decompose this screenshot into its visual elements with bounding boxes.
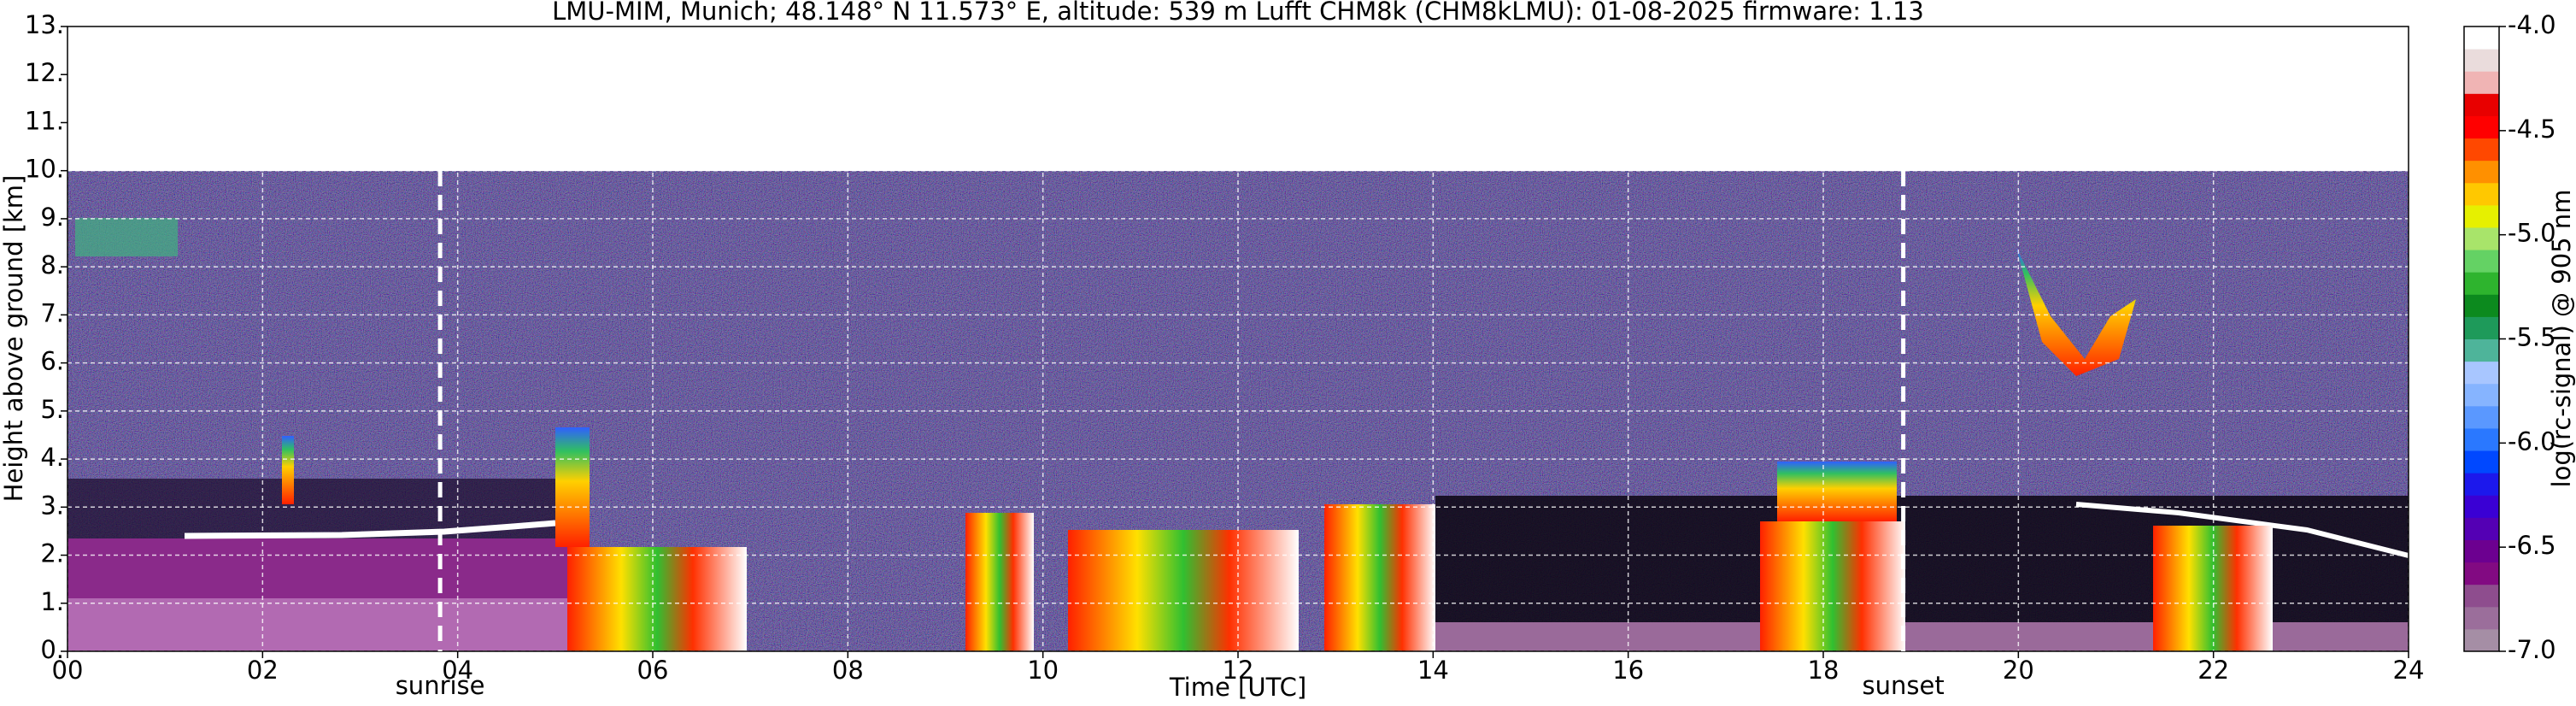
y-tick-label: 0. bbox=[40, 635, 64, 664]
colorbar-swatch bbox=[2464, 383, 2499, 407]
colorbar-swatch bbox=[2464, 450, 2499, 474]
colorbar-swatch bbox=[2464, 160, 2499, 184]
colorbar-swatch bbox=[2464, 338, 2499, 362]
y-tick-label: 12. bbox=[25, 58, 64, 87]
boundary-layer bbox=[67, 598, 580, 651]
colorbar-tick-label: -4.0 bbox=[2508, 10, 2556, 39]
cloud bbox=[555, 427, 590, 547]
colorbar-swatch bbox=[2464, 138, 2499, 162]
colorbar-swatch bbox=[2464, 405, 2499, 429]
colorbar-tick-label: -7.0 bbox=[2508, 635, 2556, 664]
y-tick-label: 7. bbox=[40, 298, 64, 327]
colorbar-tick-label: -4.5 bbox=[2508, 115, 2556, 144]
colorbar-tick-label: -6.5 bbox=[2508, 531, 2556, 560]
cloud-layer bbox=[2075, 502, 2409, 558]
colorbar-tick-label: -6.0 bbox=[2508, 427, 2556, 456]
colorbar-swatch bbox=[2464, 584, 2499, 608]
x-tick-label: 14 bbox=[1417, 656, 1449, 685]
colorbar-swatch bbox=[2464, 26, 2499, 50]
colorbar-swatch bbox=[2464, 204, 2499, 228]
colorbar-swatch bbox=[2464, 272, 2499, 295]
y-axis-label: Height above ground [km] bbox=[0, 175, 28, 503]
chart-title: LMU-MIM, Munich; 48.148° N 11.573° E, al… bbox=[552, 0, 1924, 26]
y-tick-label: 6. bbox=[40, 347, 64, 376]
x-tick-label: 16 bbox=[1612, 656, 1644, 685]
cloud bbox=[1760, 521, 1905, 651]
colorbar-swatch bbox=[2464, 294, 2499, 317]
x-axis-label: Time [UTC] bbox=[1169, 673, 1306, 702]
x-tick-label: 24 bbox=[2393, 656, 2425, 685]
colorbar-swatch bbox=[2464, 71, 2499, 94]
colorbar-swatch bbox=[2464, 427, 2499, 451]
colorbar-swatch bbox=[2464, 227, 2499, 250]
y-tick-label: 1. bbox=[40, 587, 64, 616]
cloud bbox=[2016, 248, 2136, 376]
cloud bbox=[75, 218, 178, 256]
colorbar-tick-label: -5.0 bbox=[2508, 219, 2556, 248]
colorbar-swatch bbox=[2464, 316, 2499, 339]
y-tick-label: 11. bbox=[25, 106, 64, 135]
colorbar-swatch bbox=[2464, 93, 2499, 116]
y-tick-label: 8. bbox=[40, 250, 64, 279]
colorbar-swatch bbox=[2464, 49, 2499, 72]
colorbar-label: log(rc-signal) @ 905 nm bbox=[2547, 190, 2576, 488]
x-tick-label: 22 bbox=[2198, 656, 2229, 685]
colorbar-swatch bbox=[2464, 517, 2499, 540]
colorbar-swatch bbox=[2464, 182, 2499, 206]
cloud bbox=[1324, 504, 1435, 651]
colorbar-swatch bbox=[2464, 539, 2499, 563]
colorbar-swatch bbox=[2464, 115, 2499, 139]
cloud-layer bbox=[184, 520, 556, 539]
colorbar-swatch bbox=[2464, 250, 2499, 273]
cloud bbox=[965, 513, 1034, 651]
y-tick-label: 9. bbox=[40, 203, 64, 232]
x-tick-label: 18 bbox=[1808, 656, 1840, 685]
y-tick-label: 2. bbox=[40, 539, 64, 568]
x-tick-label: 20 bbox=[2003, 656, 2034, 685]
colorbar-swatch bbox=[2464, 628, 2499, 652]
cloud bbox=[567, 547, 747, 651]
y-tick-label: 10. bbox=[25, 155, 64, 184]
x-tick-label: 06 bbox=[637, 656, 669, 685]
colorbar-tick-label: -5.5 bbox=[2508, 323, 2556, 352]
y-tick-label: 13. bbox=[25, 10, 64, 39]
x-tick-label: 10 bbox=[1027, 656, 1059, 685]
x-tick-label: 02 bbox=[247, 656, 279, 685]
cloud bbox=[1777, 462, 1897, 521]
colorbar-swatch bbox=[2464, 495, 2499, 518]
x-tick-label: 04 bbox=[442, 656, 473, 685]
y-tick-label: 3. bbox=[40, 491, 64, 520]
x-tick-label: 12 bbox=[1223, 656, 1254, 685]
y-tick-label: 5. bbox=[40, 395, 64, 424]
x-tick-label: 08 bbox=[832, 656, 864, 685]
colorbar-swatch bbox=[2464, 606, 2499, 630]
annotation-label: sunrise bbox=[396, 671, 485, 700]
annotation-label: sunset bbox=[1863, 671, 1945, 700]
cloud bbox=[282, 436, 294, 504]
colorbar-swatch bbox=[2464, 562, 2499, 585]
y-tick-label: 4. bbox=[40, 443, 64, 472]
colorbar-swatch bbox=[2464, 361, 2499, 385]
cloud bbox=[1068, 530, 1299, 651]
x-tick-label: 00 bbox=[52, 656, 84, 685]
colorbar-swatch bbox=[2464, 473, 2499, 496]
